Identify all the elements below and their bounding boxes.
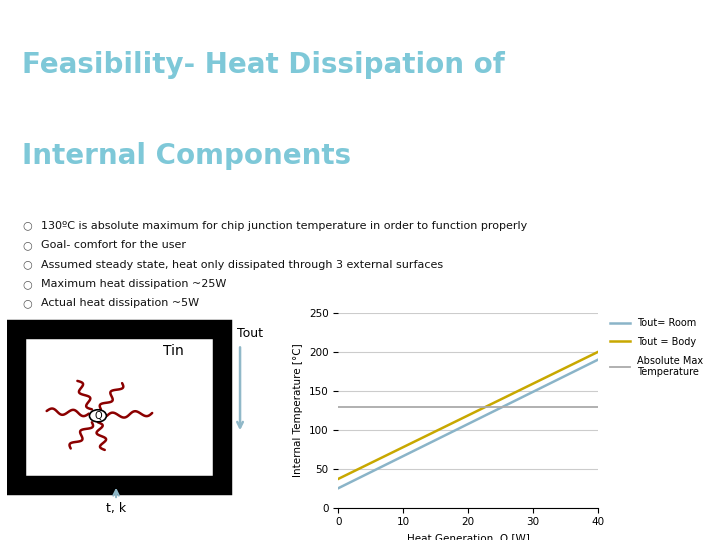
Text: ○: ○	[23, 299, 32, 308]
Text: Tout: Tout	[237, 327, 263, 340]
Text: Assumed steady state, heat only dissipated through 3 external surfaces: Assumed steady state, heat only dissipat…	[40, 260, 443, 269]
Text: ○: ○	[23, 240, 32, 250]
Text: Tin: Tin	[163, 344, 184, 358]
Text: 130ºC is absolute maximum for chip junction temperature in order to function pro: 130ºC is absolute maximum for chip junct…	[40, 221, 527, 231]
X-axis label: Heat Generation, Q [W]: Heat Generation, Q [W]	[407, 533, 529, 540]
Text: h: h	[220, 380, 230, 395]
Text: Internal Components: Internal Components	[22, 141, 351, 170]
Y-axis label: Internal Temperature [°C]: Internal Temperature [°C]	[293, 343, 303, 477]
Text: Q: Q	[94, 411, 102, 421]
Text: t, k: t, k	[106, 502, 126, 515]
Text: ○: ○	[23, 221, 32, 231]
Circle shape	[89, 410, 107, 422]
Text: Actual heat dissipation ~5W: Actual heat dissipation ~5W	[40, 299, 199, 308]
Text: Feasibility- Heat Dissipation of: Feasibility- Heat Dissipation of	[22, 51, 505, 79]
Text: ○: ○	[23, 260, 32, 269]
Text: Maximum heat dissipation ~25W: Maximum heat dissipation ~25W	[40, 279, 226, 289]
Bar	[17, 329, 222, 485]
Legend: Tout= Room, Tout = Body, Absolute Max
Temperature: Tout= Room, Tout = Body, Absolute Max Te…	[611, 318, 703, 377]
Text: Goal- comfort for the user: Goal- comfort for the user	[40, 240, 186, 250]
Text: ○: ○	[23, 279, 32, 289]
